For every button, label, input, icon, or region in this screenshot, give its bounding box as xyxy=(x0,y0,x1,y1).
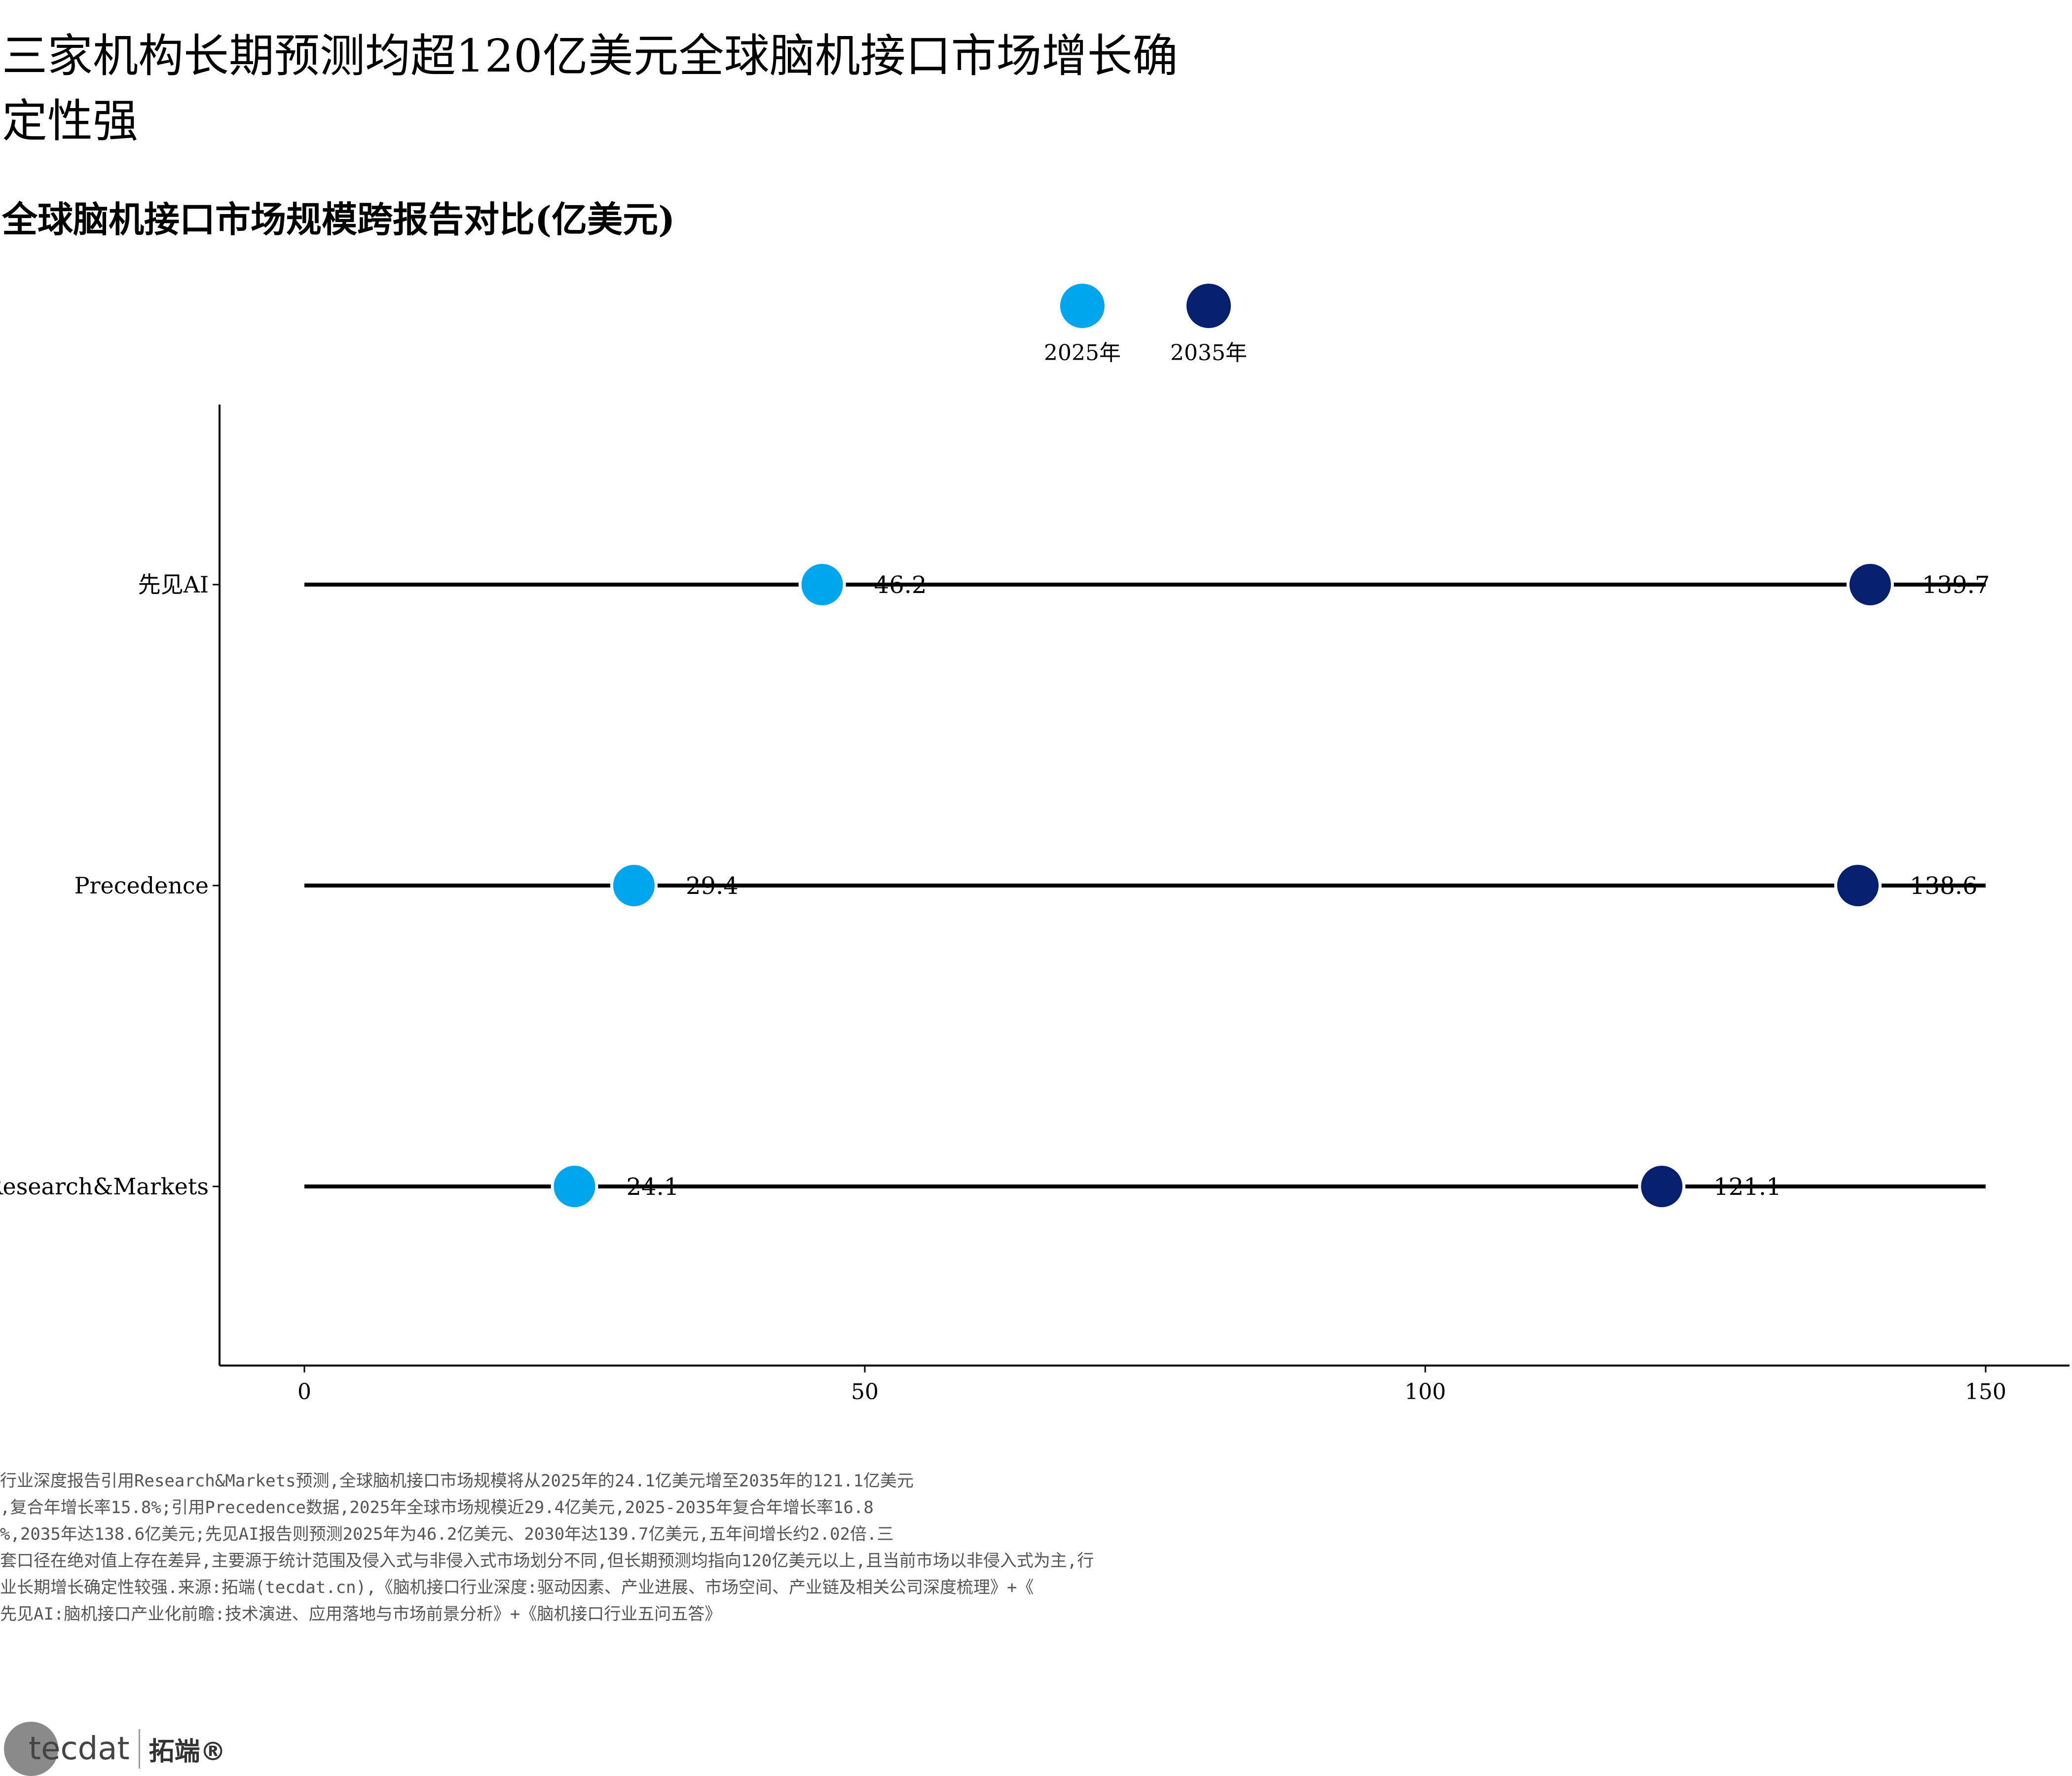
source-note-line: ,复合年增长率15.8%;引用Precedence数据,2025年全球市场规模近… xyxy=(0,1498,874,1517)
tecdat-logo: tecdat 拓端® xyxy=(4,1722,226,1776)
data-point-2035 xyxy=(1837,865,1879,906)
x-tick-label: 0 xyxy=(297,1379,311,1405)
logo-circle-icon xyxy=(4,1722,58,1776)
logo-word: tecdat xyxy=(29,1731,130,1767)
legend-item-2035: 2035年 xyxy=(1145,284,1273,367)
source-note-line: %,2035年达138.6亿美元;先见AI报告则预测2025年为46.2亿美元、… xyxy=(0,1524,894,1544)
x-tick-label: 150 xyxy=(1965,1379,2006,1405)
data-point-2025 xyxy=(613,865,655,906)
source-note-line: 业长期增长确定性较强.来源:拓端(tecdat.cn),《脑机接口行业深度:驱动… xyxy=(0,1578,1034,1597)
x-tick-label: 50 xyxy=(851,1379,879,1405)
source-note-line: 行业深度报告引用Research&Markets预测,全球脑机接口市场规模将从2… xyxy=(0,1471,914,1491)
chart-subtitle: 全球脑机接口市场规模跨报告对比(亿美元) xyxy=(2,198,675,240)
legend-item-2025: 2025年 xyxy=(1018,284,1147,367)
data-point-2035 xyxy=(1641,1166,1683,1207)
legend-dot-2035 xyxy=(1186,284,1231,328)
dumbbell-chart: 0 50 100 150 先见AI 46.2 139.7 Precedence 29.4 138.… xyxy=(0,405,2070,1405)
data-label: 29.4 xyxy=(686,872,739,900)
source-note: 行业深度报告引用Research&Markets预测,全球脑机接口市场规模将从2… xyxy=(0,1468,1214,1628)
data-point-2025 xyxy=(554,1166,595,1207)
chart-title: 三家机构长期预测均超120亿美元全球脑机接口市场增长确定性强 xyxy=(2,30,1178,148)
data-label: 139.7 xyxy=(1922,571,1990,599)
legend-label-2025: 2025年 xyxy=(1044,340,1121,366)
source-note-line: 套口径在绝对值上存在差异,主要源于统计范围及侵入式与非侵入式市场划分不同,但长期… xyxy=(0,1551,1094,1571)
data-label: 24.1 xyxy=(627,1173,679,1201)
y-tick-label: Precedence xyxy=(74,872,209,899)
legend-label-2035: 2035年 xyxy=(1170,340,1247,366)
data-label: 138.6 xyxy=(1910,872,1977,900)
logo-cn: 拓端® xyxy=(148,1737,226,1767)
y-tick-label: Research&Markets xyxy=(0,1173,209,1200)
data-label: 46.2 xyxy=(874,571,927,599)
y-tick-label: 先见AI xyxy=(138,571,209,598)
data-point-2035 xyxy=(1849,564,1891,605)
x-tick-label: 100 xyxy=(1405,1379,1446,1405)
data-point-2025 xyxy=(801,564,843,605)
logo-divider xyxy=(138,1729,140,1769)
data-label: 121.1 xyxy=(1713,1173,1781,1201)
legend-dot-2025 xyxy=(1060,284,1105,328)
source-note-line: 先见AI:脑机接口产业化前瞻:技术演进、应用落地与市场前景分析》+《脑机接口行业… xyxy=(0,1604,722,1624)
